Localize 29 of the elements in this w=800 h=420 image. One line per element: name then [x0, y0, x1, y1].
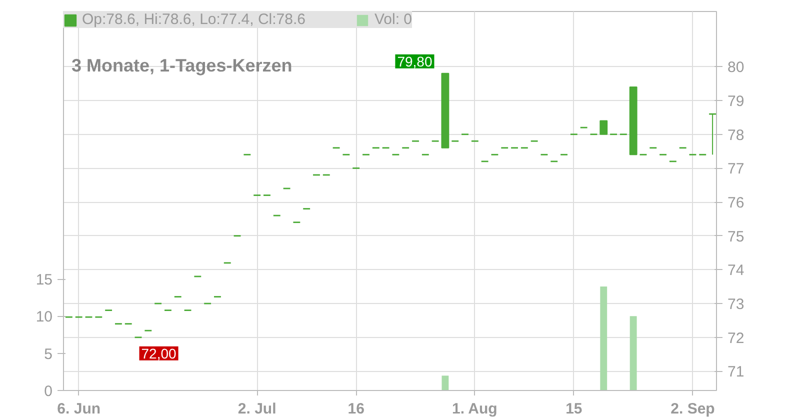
- legend-label: Op:78.6, Hi:78.6, Lo:77.4, Cl:78.6: [82, 11, 306, 28]
- y2-tick-label: 0: [44, 383, 52, 400]
- y-tick-label: 79: [728, 92, 744, 110]
- y-tick-label: 77: [728, 160, 744, 178]
- bar: [600, 286, 608, 390]
- y-tick-label: 78: [728, 126, 744, 144]
- x-tick-label: 16: [348, 400, 364, 418]
- x-tick-label: 15: [566, 400, 582, 418]
- y-tick-label: 72: [728, 330, 744, 347]
- annotation: 72,00: [141, 345, 177, 362]
- y-tick-label: 75: [728, 228, 744, 246]
- y-tick-label: 80: [728, 59, 744, 76]
- y-tick-label: 76: [728, 194, 744, 212]
- y-tick-label: 74: [728, 262, 744, 280]
- candlestick: [600, 120, 608, 135]
- text: 3 Monate, 1-Tages-Kerzen: [72, 56, 292, 76]
- bar: [442, 376, 449, 390]
- y2-tick-label: 5: [44, 346, 52, 363]
- bar: [630, 316, 637, 390]
- y-tick-label: 73: [728, 296, 744, 314]
- x-tick-label: 1. Aug: [452, 400, 498, 418]
- y2-tick-label: 15: [36, 272, 53, 289]
- annotation: 79,80: [397, 53, 432, 70]
- x-tick-label: 2. Sep: [670, 400, 715, 418]
- y-tick-label: 71: [728, 364, 744, 381]
- y2-tick-label: 10: [36, 308, 53, 326]
- legend-label: Vol: 0: [374, 11, 412, 28]
- x-tick-label: 2. Jul: [238, 400, 276, 418]
- x-tick-label: 6. Jun: [57, 400, 101, 418]
